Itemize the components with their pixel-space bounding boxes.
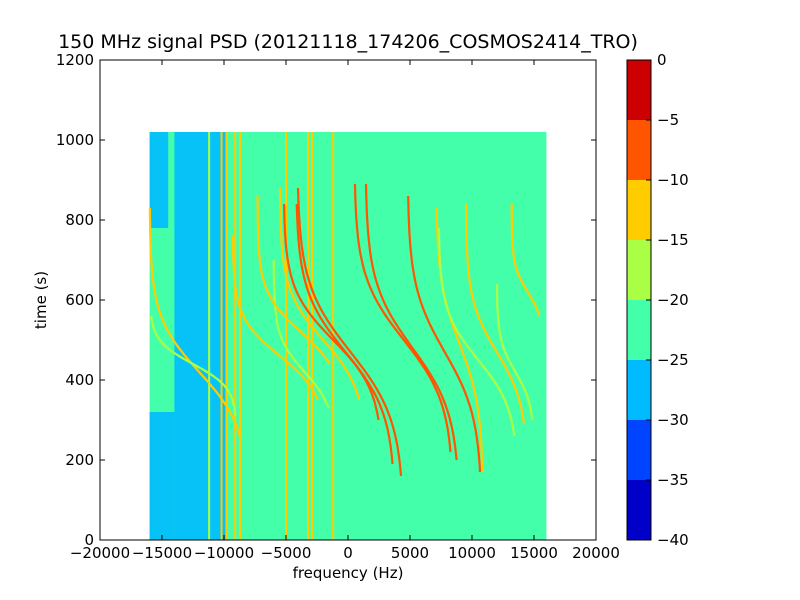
doppler-track [296, 187, 403, 477]
y-axis: 0 200 400 600 800 1000 1200 [56, 51, 596, 549]
colorbar-cell [627, 120, 651, 180]
x-tick-label: −10000 [194, 544, 254, 562]
x-tick-label: 5000 [391, 544, 429, 562]
x-axis-label: frequency (Hz) [293, 564, 404, 582]
y-tick-label: 800 [65, 211, 94, 229]
colorbar-tick-label: 0 [657, 51, 667, 69]
heatmap-low-band [149, 132, 169, 228]
doppler-track [282, 203, 380, 421]
colorbar-cells [627, 60, 651, 540]
x-tick-label: 0 [343, 544, 353, 562]
y-tick-label: 200 [65, 451, 94, 469]
doppler-track [407, 195, 482, 473]
colorbar-tick-label: −15 [657, 231, 689, 249]
doppler-track [148, 208, 243, 441]
doppler-tracks-layer [148, 183, 541, 477]
x-tick-label: −20000 [70, 544, 130, 562]
heatmap-low-band [211, 132, 227, 540]
y-tick-label: 0 [84, 531, 94, 549]
chart-title: 150 MHz signal PSD (20121118_174206_COSM… [58, 31, 638, 53]
doppler-track [295, 203, 394, 465]
colorbar-tick-label: −5 [657, 111, 679, 129]
heatmap-low-band [149, 412, 175, 540]
y-tick-label: 600 [65, 291, 94, 309]
y-tick-label: 1000 [56, 131, 94, 149]
colorbar-tick-label: −10 [657, 171, 689, 189]
colorbar-cell [627, 420, 651, 480]
doppler-track [364, 183, 458, 461]
colorbar-tick-label: −25 [657, 351, 689, 369]
plot-area: −20000 −15000 −10000 −5000 0 5000 10000 15000 20… [56, 51, 620, 562]
colorbar-cell [627, 60, 651, 120]
colorbar: 0 −5 −10 −15 −20 −25 −30 −35 −40 [626, 51, 689, 549]
colorbar-cell [627, 300, 651, 360]
colorbar-cell [627, 180, 651, 240]
doppler-track [464, 204, 526, 425]
colorbar-tick-label: −20 [657, 291, 689, 309]
colorbar-cell [627, 480, 651, 540]
x-tick-label: −15000 [132, 544, 192, 562]
doppler-track [150, 315, 237, 417]
doppler-track [256, 196, 331, 365]
colorbar-tick-label: −30 [657, 411, 689, 429]
y-tick-label: 1200 [56, 51, 94, 69]
colorbar-ticks: 0 −5 −10 −15 −20 −25 −30 −35 −40 [646, 51, 689, 549]
x-tick-label: 15000 [510, 544, 558, 562]
y-axis-label: time (s) [32, 271, 50, 329]
y-tick-label: 400 [65, 371, 94, 389]
x-tick-label: 10000 [448, 544, 496, 562]
heatmap-low-band [174, 132, 212, 540]
doppler-track [437, 227, 516, 437]
colorbar-cell [627, 360, 651, 420]
colorbar-cell [627, 240, 651, 300]
doppler-track [495, 284, 534, 421]
doppler-track [272, 260, 330, 409]
x-axis: −20000 −15000 −10000 −5000 0 5000 10000 15000 20… [70, 60, 620, 562]
doppler-track [231, 236, 320, 401]
doppler-track [278, 188, 361, 401]
x-tick-label: 20000 [572, 544, 620, 562]
doppler-track [510, 204, 541, 317]
x-tick-label: −5000 [261, 544, 312, 562]
heatmap-layer [149, 132, 547, 540]
colorbar-tick-label: −40 [657, 531, 689, 549]
doppler-track [353, 183, 452, 453]
colorbar-tick-label: −35 [657, 471, 689, 489]
